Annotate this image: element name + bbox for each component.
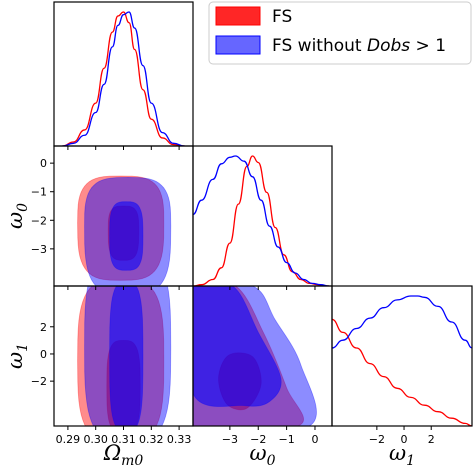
x-axis-label-omega-1-symbol: ω (389, 441, 406, 465)
x-tick-label: −2 (369, 433, 385, 446)
legend-swatch-fs (215, 6, 261, 26)
x-tick-label: 0 (401, 433, 408, 446)
y-tick-label: −2 (31, 375, 47, 388)
contour-panel-0 (77, 175, 172, 286)
y-axis-label-omega-1-symbol: ω (3, 352, 27, 369)
marginal-curve-fs (62, 11, 185, 146)
panel-frame (53, 1, 194, 147)
x-tick-label: 0.29 (56, 433, 81, 446)
y-tick-label: −2 (31, 214, 47, 227)
marginal-curve-fs-without-dobs (193, 155, 330, 286)
y-axis-label-omega-0-subscript: 0 (15, 203, 31, 212)
marginal-curve-fs (332, 318, 472, 426)
marginal-curve-fs-without-dobs (332, 295, 472, 349)
legend-box (208, 1, 472, 65)
x-axis-label-omega-m0: Ωm0 (103, 441, 144, 469)
y-tick-label: 0 (40, 348, 47, 361)
y-axis-label-omega-0: ω0 (3, 203, 31, 229)
x-axis-label-omega-0-subscript: 0 (267, 453, 276, 469)
y-axis-label-omega-1-subscript: 1 (15, 343, 31, 352)
legend-label-fs-without-dobs: FS without Dobs > 1 (272, 36, 446, 56)
x-axis-label-omega-0: ω0 (249, 441, 275, 469)
x-axis-label-omega-0-symbol: ω (249, 441, 266, 465)
x-tick-label: 2 (428, 433, 435, 446)
panel-frame (331, 285, 473, 427)
x-axis-label-omega-m0-subscript: m0 (121, 453, 143, 469)
x-tick-label: −2 (250, 433, 266, 446)
x-axis-label-omega-1-subscript: 1 (406, 453, 415, 469)
marginal-panel-0 (62, 11, 185, 146)
x-tick-label: 0.30 (83, 433, 108, 446)
legend-label-italic: Dobs (367, 36, 410, 56)
x-tick-label: 0.33 (167, 433, 192, 446)
y-tick-label: 0 (40, 157, 47, 170)
y-tick-label: −1 (31, 186, 47, 199)
marginal-curve-fs-without-dobs (62, 11, 185, 146)
panels-layer: 0.29 0.30 0.31 0.32 0.33 −3 −2 −1 0 −2 0 2−3−2−10−2… (3, 1, 473, 469)
panel-frame (192, 145, 333, 287)
x-tick-label: 0.32 (139, 433, 164, 446)
contour-panel-1 (77, 286, 172, 426)
y-axis-label-omega-1: ω1 (3, 343, 31, 369)
contour-fs-without-dobs-68 (109, 201, 144, 271)
contour-panel-2 (193, 286, 317, 426)
legend-label-text: FS without (272, 36, 367, 56)
x-tick-label: 0 (311, 433, 318, 446)
contour-fs-without-dobs-68 (193, 286, 282, 407)
y-axis-label-omega-0-symbol: ω (3, 212, 27, 229)
marginal-panel-2 (332, 295, 472, 426)
legend-label-suffix: > 1 (410, 36, 446, 56)
y-tick-label: −3 (31, 243, 47, 256)
x-axis-label-omega-1: ω1 (389, 441, 415, 469)
x-tick-label: 0.31 (111, 433, 136, 446)
x-tick-label: −1 (279, 433, 295, 446)
contour-fs-without-dobs-68 (109, 286, 144, 426)
marginal-panel-1 (193, 155, 330, 286)
marginal-curve-fs (193, 155, 330, 286)
legend-label-fs: FS (272, 7, 292, 27)
x-tick-label: −3 (222, 433, 238, 446)
legend: FS FS without Dobs > 1 (208, 1, 472, 65)
legend-label-text: FS (272, 7, 292, 27)
x-axis-label-omega-m0-symbol: Ω (103, 441, 121, 465)
legend-swatch-fs-without-dobs (215, 35, 261, 55)
y-tick-label: 2 (40, 321, 47, 334)
